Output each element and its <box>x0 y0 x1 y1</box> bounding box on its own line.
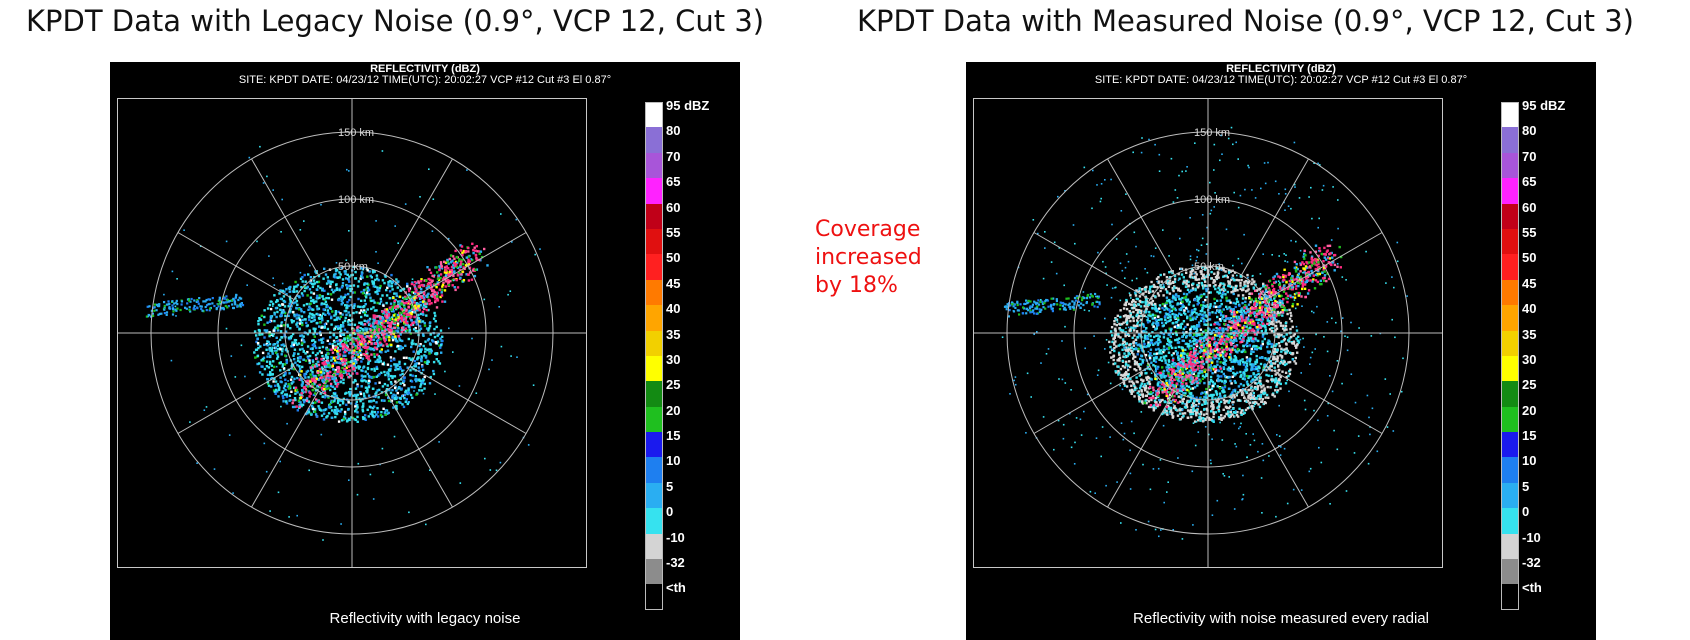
scale-label: 45 <box>1522 276 1536 291</box>
range-ring-label: 50 km <box>1194 261 1224 273</box>
panel-caption: Reflectivity with noise measured every r… <box>966 610 1596 627</box>
site-info-header: SITE: KPDT DATE: 04/23/12 TIME(UTC): 20:… <box>966 74 1596 86</box>
range-ring-label: 50 km <box>338 261 368 273</box>
range-ring-label: 150 km <box>1194 127 1230 139</box>
scale-label: 15 <box>1522 428 1536 443</box>
scale-label: 10 <box>666 453 680 468</box>
scale-label: 5 <box>666 479 673 494</box>
scale-label: 35 <box>1522 327 1536 342</box>
scale-label: 80 <box>666 123 680 138</box>
coverage-note-line-1: Coverage <box>815 216 922 244</box>
scale-label: 40 <box>666 301 680 316</box>
ppi-display: 50 km 100 km 150 km <box>117 98 587 568</box>
ppi-scope: 50 km 100 km 150 km <box>974 99 1442 567</box>
scale-label: 65 <box>666 174 680 189</box>
scale-label: 45 <box>666 276 680 291</box>
scale-label: <th <box>1522 580 1542 595</box>
scale-label: 40 <box>1522 301 1536 316</box>
scale-label: 55 <box>666 225 680 240</box>
coverage-note: Coverage increased by 18% <box>815 216 922 300</box>
scale-label: 0 <box>666 504 673 519</box>
measured-noise-radar-image: REFLECTIVITY (dBZ) SITE: KPDT DATE: 04/2… <box>966 62 1596 640</box>
coverage-note-line-3: by 18% <box>815 272 922 300</box>
scale-label: 25 <box>666 377 680 392</box>
scale-label: 25 <box>1522 377 1536 392</box>
scale-label: 35 <box>666 327 680 342</box>
panel-caption: Reflectivity with legacy noise <box>110 610 740 627</box>
scale-label: 30 <box>1522 352 1536 367</box>
scale-label: 20 <box>1522 403 1536 418</box>
scale-label: 95 dBZ <box>1522 98 1565 113</box>
scale-label: -32 <box>1522 555 1541 570</box>
scale-label: 20 <box>666 403 680 418</box>
range-ring-label: 100 km <box>1194 194 1230 206</box>
scale-label: 50 <box>666 250 680 265</box>
scale-label: 0 <box>1522 504 1529 519</box>
scale-label: 50 <box>1522 250 1536 265</box>
coverage-note-line-2: increased <box>815 244 922 272</box>
scale-label: -10 <box>1522 530 1541 545</box>
scale-label: 10 <box>1522 453 1536 468</box>
scale-label: 55 <box>1522 225 1536 240</box>
scale-label: -32 <box>666 555 685 570</box>
scale-label: 60 <box>666 200 680 215</box>
scale-label: 80 <box>1522 123 1536 138</box>
scale-label: 60 <box>1522 200 1536 215</box>
ppi-display: 50 km 100 km 150 km <box>973 98 1443 568</box>
scale-label: 70 <box>1522 149 1536 164</box>
range-ring-label: 100 km <box>338 194 374 206</box>
site-info-header: SITE: KPDT DATE: 04/23/12 TIME(UTC): 20:… <box>110 74 740 86</box>
scale-label: 30 <box>666 352 680 367</box>
left-panel-title: KPDT Data with Legacy Noise (0.9°, VCP 1… <box>26 4 764 38</box>
scale-label: 70 <box>666 149 680 164</box>
right-panel-title: KPDT Data with Measured Noise (0.9°, VCP… <box>857 4 1634 38</box>
range-ring-label: 150 km <box>338 127 374 139</box>
scale-label: 65 <box>1522 174 1536 189</box>
scale-label: 95 dBZ <box>666 98 709 113</box>
scale-label: -10 <box>666 530 685 545</box>
scale-label: <th <box>666 580 686 595</box>
legacy-noise-radar-image: REFLECTIVITY (dBZ) SITE: KPDT DATE: 04/2… <box>110 62 740 640</box>
ppi-scope: 50 km 100 km 150 km <box>118 99 586 567</box>
scale-label: 15 <box>666 428 680 443</box>
scale-label: 5 <box>1522 479 1529 494</box>
